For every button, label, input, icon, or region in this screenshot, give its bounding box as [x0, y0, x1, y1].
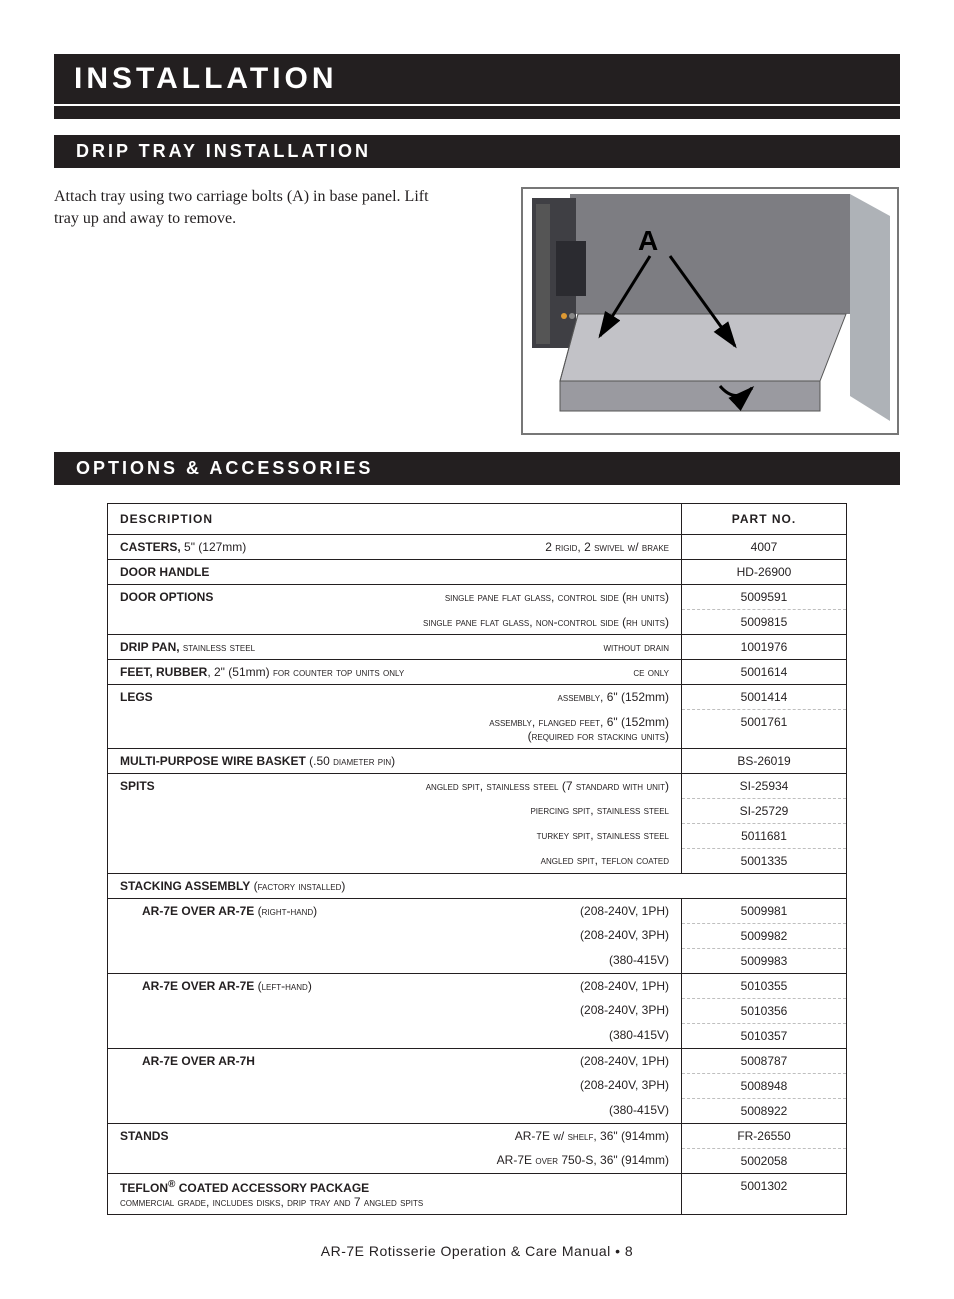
row-partno: 4007: [682, 535, 847, 560]
row-partno: SI-25934: [682, 773, 847, 798]
row-desc: AR-7E over 750-S, 36" (914mm): [108, 1148, 682, 1173]
row-partno: 5009983: [682, 948, 847, 973]
table-row: CASTERS, 5" (127mm)2 rigid, 2 swivel w/ …: [108, 535, 847, 560]
table-row: (208-240V, 3PH)5008948: [108, 1073, 847, 1098]
table-row: DOOR OPTIONSsingle pane flat glass, cont…: [108, 585, 847, 610]
row-partno: 5002058: [682, 1148, 847, 1173]
row-desc: angled spit, teflon coated: [108, 848, 682, 873]
row-partno: BS-26019: [682, 748, 847, 773]
table-row: SPITSangled spit, stainless steel (7 sta…: [108, 773, 847, 798]
row-partno: 5008948: [682, 1073, 847, 1098]
section-options-heading: OPTIONS & ACCESSORIES: [54, 452, 900, 485]
table-row: piercing spit, stainless steelSI-25729: [108, 798, 847, 823]
row-partno: 1001976: [682, 635, 847, 660]
row-desc: AR-7E OVER AR-7E (right-hand)(208-240V, …: [108, 898, 682, 923]
row-partno: SI-25729: [682, 798, 847, 823]
row-desc: STACKING ASSEMBLY (factory installed): [108, 873, 847, 898]
table-row: (380-415V)5008922: [108, 1098, 847, 1123]
row-desc: SPITSangled spit, stainless steel (7 sta…: [108, 773, 682, 798]
row-desc: DOOR HANDLE: [108, 560, 682, 585]
title-rule: [54, 106, 900, 119]
row-partno: 5001614: [682, 660, 847, 685]
row-desc: (208-240V, 3PH): [108, 998, 682, 1023]
row-desc: TEFLON® COATED ACCESSORY PACKAGEcommerci…: [108, 1173, 682, 1214]
table-row: (380-415V)5010357: [108, 1023, 847, 1048]
drip-text: Attach tray using two carriage bolts (A)…: [54, 186, 444, 436]
row-desc: AR-7E OVER AR-7H(208-240V, 1PH): [108, 1048, 682, 1073]
table-row: (380-415V)5009983: [108, 948, 847, 973]
table-row: STANDSAR-7E w/ shelf, 36" (914mm)FR-2655…: [108, 1123, 847, 1148]
callout-a: A: [638, 225, 658, 256]
row-partno: 5001302: [682, 1173, 847, 1214]
row-desc: piercing spit, stainless steel: [108, 798, 682, 823]
table-row: FEET, RUBBER, 2" (51mm) for counter top …: [108, 660, 847, 685]
row-desc: MULTI-PURPOSE WIRE BASKET (.50 diameter …: [108, 748, 682, 773]
row-desc: STANDSAR-7E w/ shelf, 36" (914mm): [108, 1123, 682, 1148]
row-partno: 5001414: [682, 685, 847, 710]
table-row: MULTI-PURPOSE WIRE BASKET (.50 diameter …: [108, 748, 847, 773]
row-desc: (380-415V): [108, 948, 682, 973]
row-desc: LEGSassembly, 6" (152mm): [108, 685, 682, 710]
table-row: DRIP PAN, stainless steelwithout drain10…: [108, 635, 847, 660]
row-desc: DOOR OPTIONSsingle pane flat glass, cont…: [108, 585, 682, 610]
table-row: (208-240V, 3PH)5009982: [108, 923, 847, 948]
row-desc: (208-240V, 3PH): [108, 923, 682, 948]
table-row: AR-7E over 750-S, 36" (914mm)5002058: [108, 1148, 847, 1173]
table-row: turkey spit, stainless steel5011681: [108, 823, 847, 848]
row-desc: AR-7E OVER AR-7E (left-hand)(208-240V, 1…: [108, 973, 682, 998]
table-row: assembly, flanged feet, 6" (152mm)(requi…: [108, 710, 847, 749]
row-partno: 5009591: [682, 585, 847, 610]
row-desc: turkey spit, stainless steel: [108, 823, 682, 848]
drip-intro: Attach tray using two carriage bolts (A)…: [54, 186, 900, 436]
options-table: DESCRIPTION PART NO. CASTERS, 5" (127mm)…: [107, 503, 847, 1215]
row-desc: single pane flat glass, non-control side…: [108, 610, 682, 635]
row-partno: 5011681: [682, 823, 847, 848]
row-partno: 5010356: [682, 998, 847, 1023]
row-partno: 5010357: [682, 1023, 847, 1048]
section-drip-heading: DRIP TRAY INSTALLATION: [54, 135, 900, 168]
row-partno: 5010355: [682, 973, 847, 998]
row-desc: (380-415V): [108, 1098, 682, 1123]
row-partno: 5008922: [682, 1098, 847, 1123]
row-desc: FEET, RUBBER, 2" (51mm) for counter top …: [108, 660, 682, 685]
row-partno: 5001335: [682, 848, 847, 873]
table-row: single pane flat glass, non-control side…: [108, 610, 847, 635]
table-row: AR-7E OVER AR-7E (right-hand)(208-240V, …: [108, 898, 847, 923]
row-desc: (208-240V, 3PH): [108, 1073, 682, 1098]
table-row: AR-7E OVER AR-7H(208-240V, 1PH)5008787: [108, 1048, 847, 1073]
row-desc: DRIP PAN, stainless steelwithout drain: [108, 635, 682, 660]
row-partno: 5009815: [682, 610, 847, 635]
row-partno: 5009982: [682, 923, 847, 948]
row-partno: FR-26550: [682, 1123, 847, 1148]
row-desc: (380-415V): [108, 1023, 682, 1048]
page-footer: AR-7E Rotisserie Operation & Care Manual…: [54, 1243, 900, 1259]
table-row: (208-240V, 3PH)5010356: [108, 998, 847, 1023]
table-row: angled spit, teflon coated5001335: [108, 848, 847, 873]
drip-diagram: A: [474, 186, 900, 436]
table-row: LEGSassembly, 6" (152mm)5001414: [108, 685, 847, 710]
drip-diagram-svg: A: [520, 186, 900, 436]
row-desc: CASTERS, 5" (127mm)2 rigid, 2 swivel w/ …: [108, 535, 682, 560]
col-description: DESCRIPTION: [108, 504, 682, 535]
col-partno: PART NO.: [682, 504, 847, 535]
row-desc: assembly, flanged feet, 6" (152mm)(requi…: [108, 710, 682, 749]
page-title: INSTALLATION: [54, 54, 900, 104]
row-partno: 5001761: [682, 710, 847, 749]
table-row: DOOR HANDLEHD-26900: [108, 560, 847, 585]
table-row: TEFLON® COATED ACCESSORY PACKAGEcommerci…: [108, 1173, 847, 1214]
row-partno: 5008787: [682, 1048, 847, 1073]
row-partno: HD-26900: [682, 560, 847, 585]
table-row: STACKING ASSEMBLY (factory installed): [108, 873, 847, 898]
row-partno: 5009981: [682, 898, 847, 923]
table-row: AR-7E OVER AR-7E (left-hand)(208-240V, 1…: [108, 973, 847, 998]
